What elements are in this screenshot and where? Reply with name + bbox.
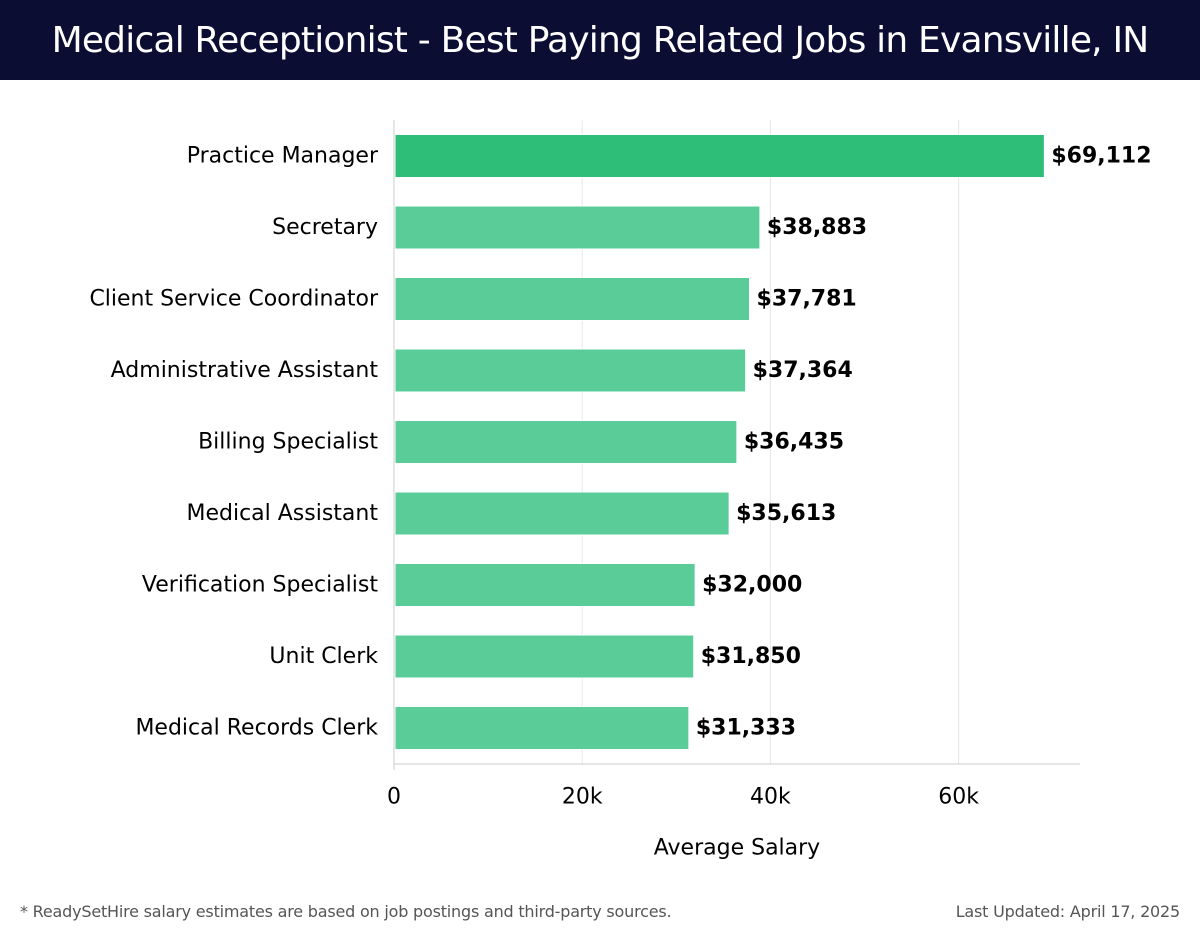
value-label: $37,364 — [753, 358, 853, 383]
bar — [394, 277, 751, 321]
bars — [394, 134, 1045, 750]
category-label: Practice Manager — [187, 144, 379, 169]
bar — [394, 634, 695, 679]
value-label: $69,112 — [1051, 144, 1151, 169]
x-tick-label: 60k — [938, 785, 979, 810]
bar — [394, 205, 761, 250]
bar — [394, 706, 690, 750]
x-tick-labels: 0 20k 40k 60k — [387, 785, 979, 810]
value-label: $36,435 — [744, 430, 844, 455]
value-label: $37,781 — [757, 287, 857, 312]
salary-bar-chart: Practice Manager Secretary Client Service … — [89, 120, 1152, 861]
bar — [394, 491, 730, 536]
bar — [394, 348, 747, 393]
last-updated: Last Updated: April 17, 2025 — [955, 902, 1181, 921]
x-tick-label: 40k — [750, 785, 791, 810]
category-label: Client Service Coordinator — [89, 287, 379, 312]
x-tick-label: 20k — [562, 785, 603, 810]
category-label: Administrative Assistant — [111, 358, 379, 383]
bar — [394, 420, 738, 464]
value-labels: $69,112 $38,883 $37,781 $37,364 $36,435 $35,6… — [696, 144, 1152, 741]
value-label: $35,613 — [736, 501, 836, 526]
x-tick-label: 0 — [387, 785, 401, 810]
chart-title: Medical Receptionist - Best Paying Relat… — [51, 19, 1150, 61]
value-label: $31,850 — [701, 644, 801, 669]
category-labels: Practice Manager Secretary Client Service … — [89, 144, 379, 741]
category-label: Medical Assistant — [186, 501, 378, 526]
category-label: Medical Records Clerk — [135, 716, 378, 741]
category-label: Unit Clerk — [269, 644, 378, 669]
category-label: Secretary — [272, 215, 378, 240]
value-label: $32,000 — [702, 573, 802, 598]
bar — [394, 563, 696, 607]
category-label: Verification Specialist — [142, 573, 378, 598]
value-label: $31,333 — [696, 716, 796, 741]
footer-note: * ReadySetHire salary estimates are base… — [20, 902, 672, 921]
value-label: $38,883 — [767, 215, 867, 240]
x-axis-label: Average Salary — [654, 836, 820, 861]
bar — [394, 134, 1045, 178]
chart-header: Medical Receptionist - Best Paying Relat… — [0, 0, 1200, 80]
category-label: Billing Specialist — [198, 430, 378, 455]
